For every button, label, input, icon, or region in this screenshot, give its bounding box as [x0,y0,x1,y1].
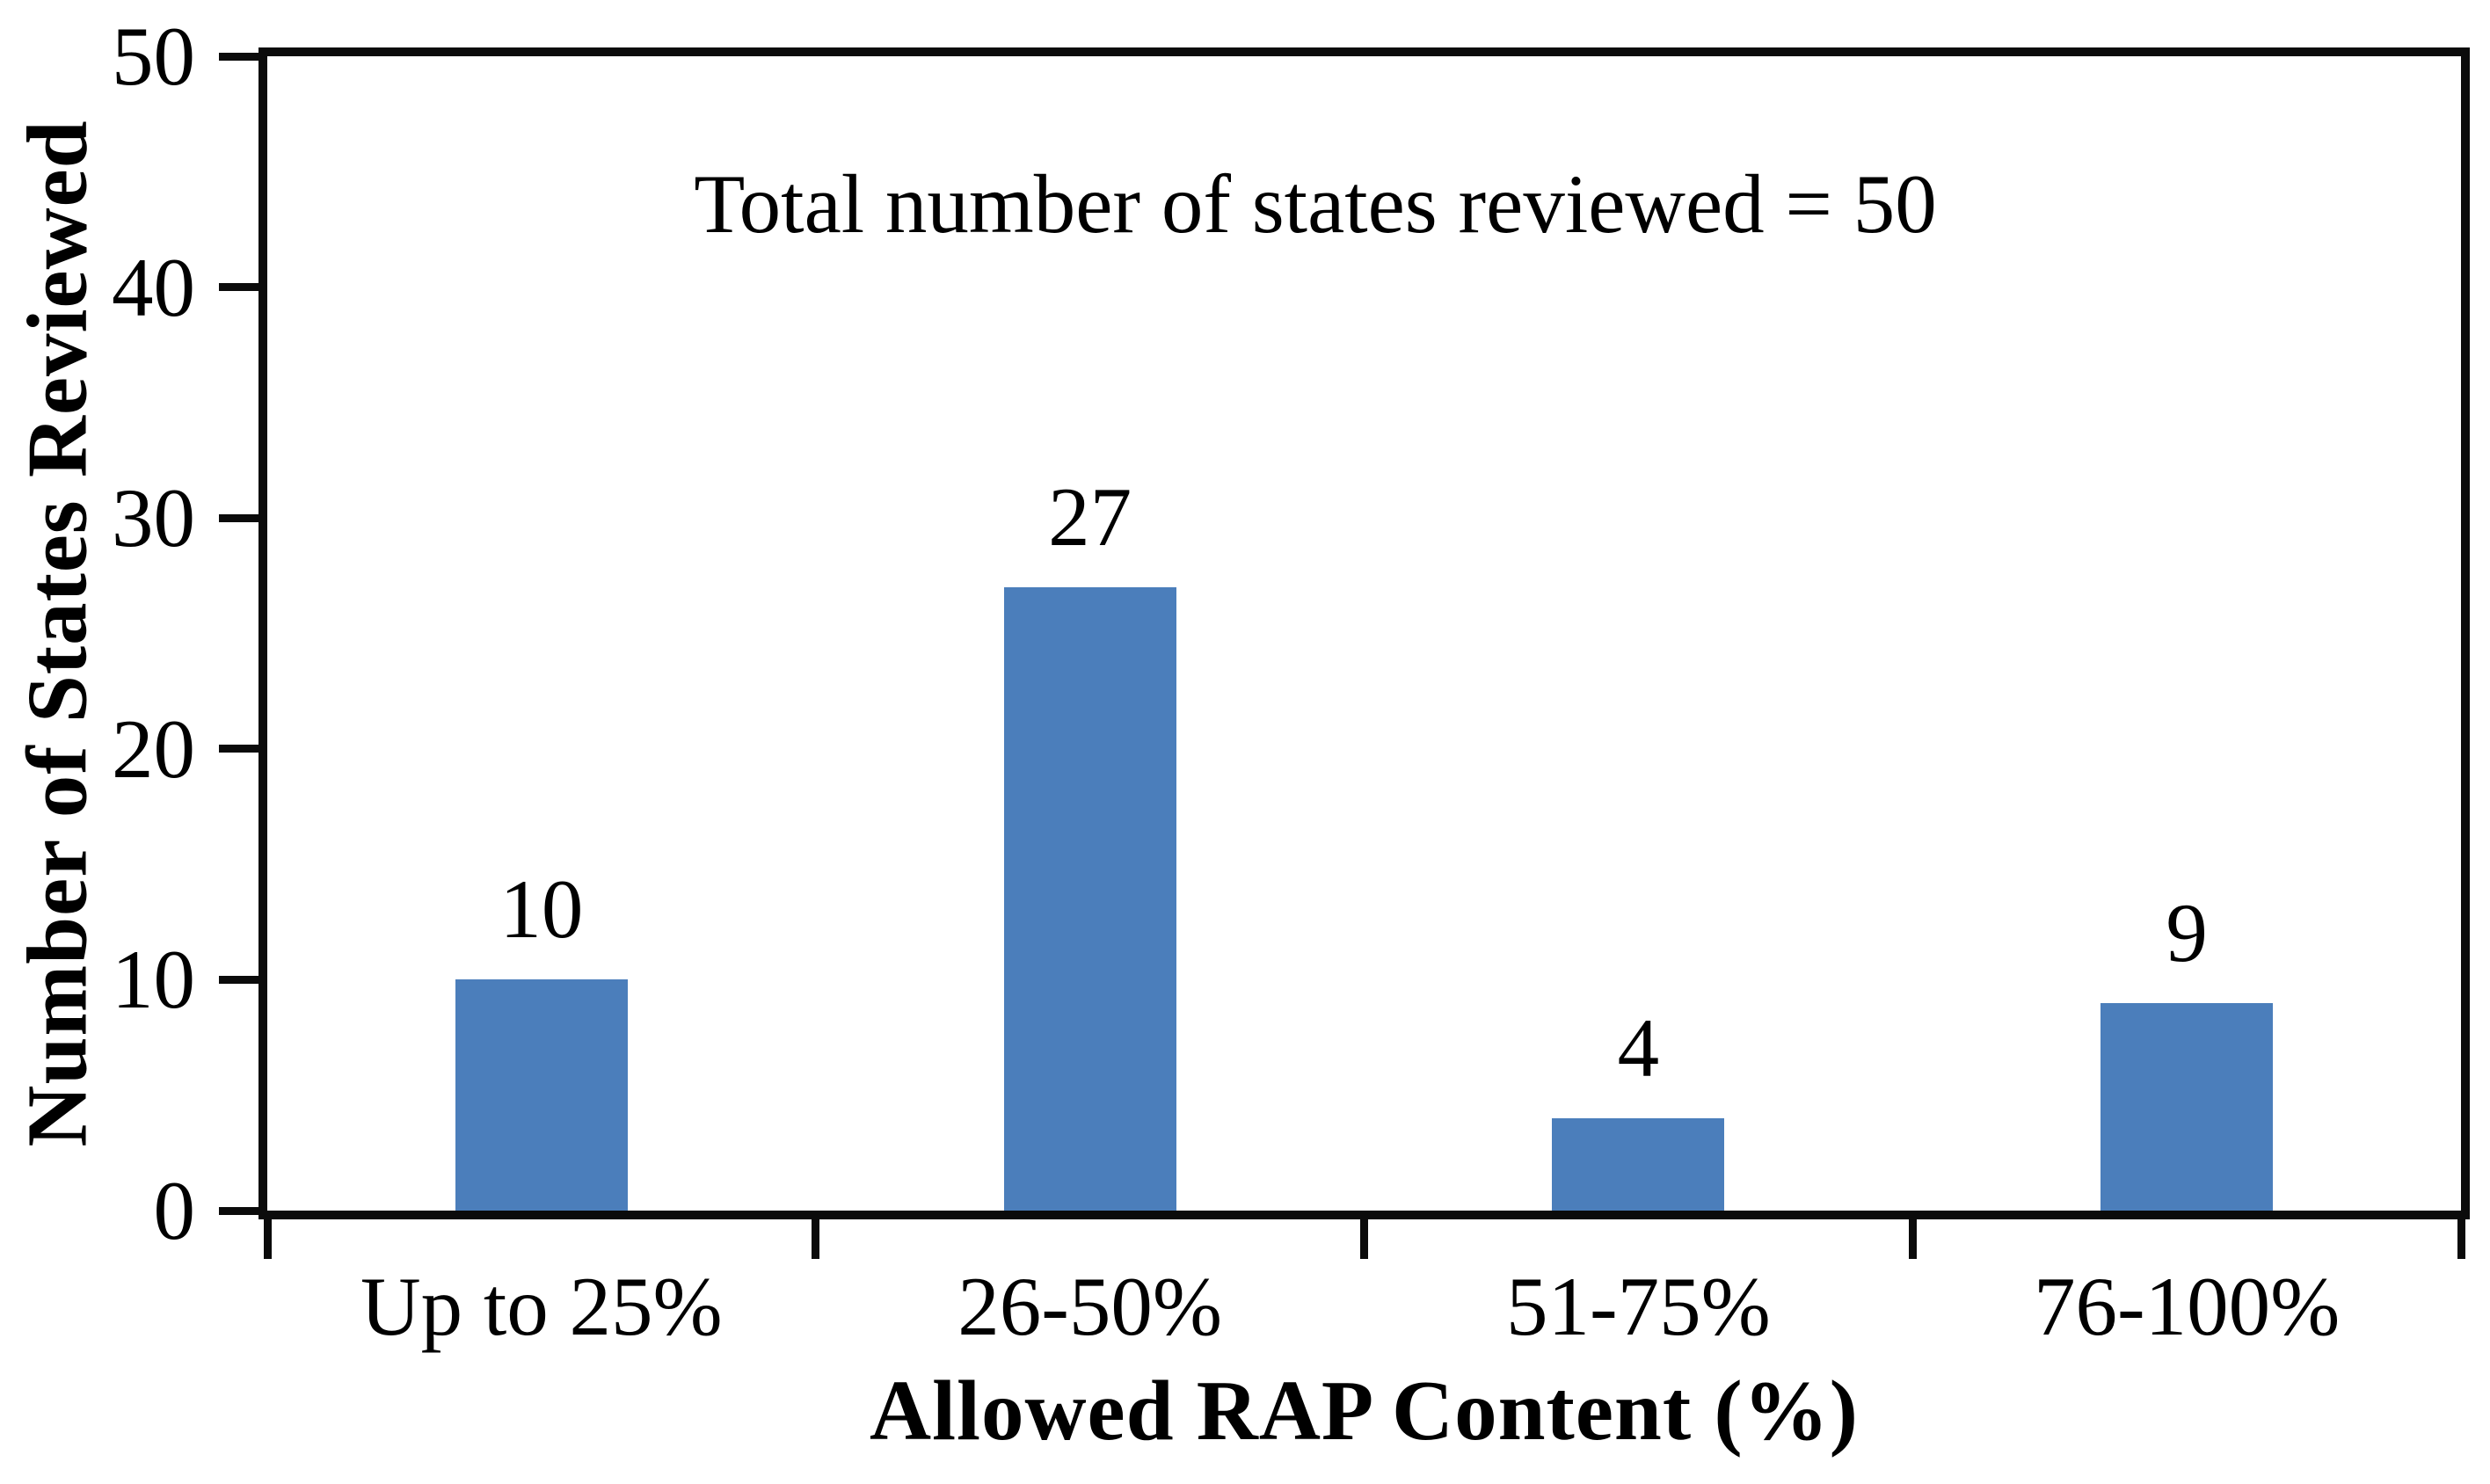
y-axis-tick [219,1206,258,1215]
bar-value-label: 4 [1617,1000,1660,1095]
bar [455,979,628,1211]
x-axis-tick [263,1219,272,1259]
y-axis-tick-label: 20 [112,702,195,796]
bar [1552,1117,1725,1211]
y-axis-tick-label: 50 [112,10,195,103]
y-axis-tick-label: 30 [112,471,195,565]
y-axis-tick [219,975,258,984]
y-axis-tick-label: 0 [153,1164,196,1257]
bar [2100,1002,2274,1211]
x-axis-category-label: 51-75% [1505,1260,1771,1353]
bar [1003,586,1176,1211]
y-axis-tick-label: 40 [112,240,195,334]
bar-value-label: 10 [499,862,584,957]
x-axis-category-label: 26-50% [957,1260,1223,1353]
x-axis-title: Allowed RAP Content (%) [870,1364,1859,1458]
y-axis-tick [219,283,258,292]
y-axis-tick [219,52,258,61]
y-axis-tick [219,513,258,522]
x-axis-tick [1908,1219,1917,1259]
x-axis-tick [812,1219,820,1259]
x-axis-tick [1360,1219,1368,1259]
x-axis-category-label: Up to 25% [360,1260,723,1353]
y-axis-title: Number of States Reviewed [0,56,114,1211]
bar-value-label: 9 [2166,885,2208,979]
x-axis-category-label: 76-100% [2033,1260,2341,1353]
chart-annotation: Total number of states reviewed = 50 [694,157,1937,251]
y-axis-tick-label: 10 [112,933,195,1027]
x-axis-tick [2457,1219,2465,1259]
y-axis-tick [219,745,258,753]
bar-value-label: 27 [1048,469,1132,564]
